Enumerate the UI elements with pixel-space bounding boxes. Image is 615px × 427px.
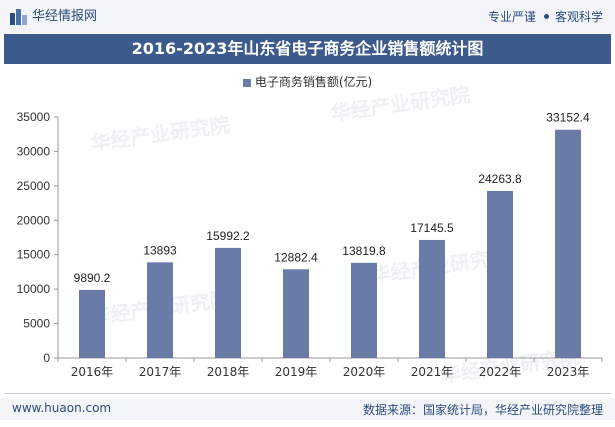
legend-swatch-icon <box>242 78 251 87</box>
y-tick-label: 25000 <box>17 179 51 193</box>
data-label: 33152.4 <box>546 111 590 125</box>
header-bar: 华经情报网 专业严谨 客观科学 <box>0 0 615 34</box>
x-tick-label: 2023年 <box>547 365 590 379</box>
y-tick-label: 35000 <box>17 110 51 124</box>
bar <box>419 239 445 358</box>
tagline-right: 客观科学 <box>554 10 603 24</box>
y-tick-label: 10000 <box>17 282 51 296</box>
legend-label: 电子商务销售额(亿元) <box>254 75 373 89</box>
y-tick-label: 15000 <box>17 248 51 262</box>
bar <box>487 190 513 358</box>
x-tick-label: 2020年 <box>343 365 386 379</box>
footer-website[interactable]: www.huaon.com <box>12 401 112 415</box>
x-tick-label: 2018年 <box>207 365 250 379</box>
bar <box>351 262 377 358</box>
footer-source: 数据来源：国家统计局，华经产业研究院整理 <box>362 403 603 417</box>
chart-legend: 电子商务销售额(亿元) <box>0 75 615 89</box>
data-label: 9890.2 <box>74 271 111 285</box>
bar <box>79 289 105 358</box>
tagline-dot-icon <box>543 14 549 19</box>
chart-title: 2016-2023年山东省电子商务企业销售额统计图 <box>4 34 611 64</box>
footer-divider <box>4 393 611 394</box>
data-label: 24263.8 <box>478 172 522 186</box>
footer-bar: www.huaon.com 数据来源：国家统计局，华经产业研究院整理 <box>0 398 615 420</box>
x-tick-label: 2017年 <box>139 365 182 379</box>
bar <box>283 269 309 358</box>
data-label: 12882.4 <box>274 250 318 264</box>
y-tick-label: 0 <box>43 351 50 365</box>
logo-icon <box>10 9 27 25</box>
data-label: 13893 <box>143 243 177 257</box>
x-tick-label: 2021年 <box>411 365 454 379</box>
y-tick-label: 20000 <box>17 213 51 227</box>
x-tick-label: 2016年 <box>71 365 114 379</box>
data-label: 15992.2 <box>206 229 250 243</box>
tagline: 专业严谨 客观科学 <box>488 9 603 25</box>
bar <box>555 129 581 358</box>
bar <box>147 262 173 358</box>
x-tick-label: 2022年 <box>479 365 522 379</box>
tagline-left: 专业严谨 <box>487 10 536 24</box>
data-label: 17145.5 <box>410 221 454 235</box>
y-tick-label: 30000 <box>17 144 51 158</box>
bar <box>215 247 241 358</box>
brand-name: 华经情报网 <box>32 9 98 24</box>
y-tick-label: 5000 <box>23 317 50 331</box>
x-tick-label: 2019年 <box>275 365 318 379</box>
data-label: 13819.8 <box>342 244 386 258</box>
